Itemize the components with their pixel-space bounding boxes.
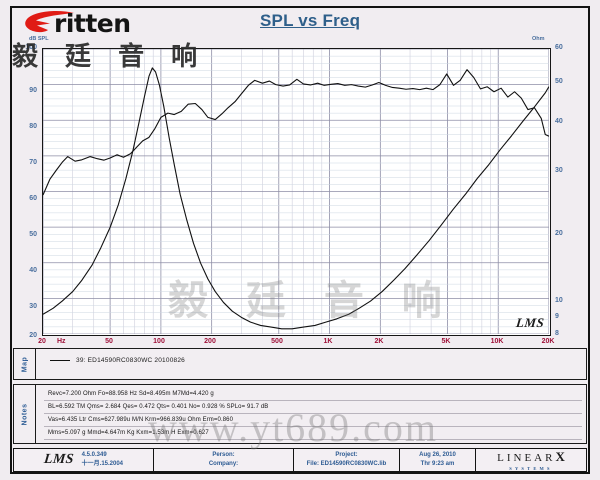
x-tick-20k: 20K xyxy=(541,338,555,345)
legend-line-swatch xyxy=(50,360,70,361)
report-footer: LMS 4.5.0.349 十一月.15.2004 Person: Compan… xyxy=(13,448,587,472)
y-right-unit-label: Ohm xyxy=(532,36,545,42)
map-label-text: Map xyxy=(21,356,28,372)
y2-tick-9: 9 xyxy=(555,313,559,320)
footer-project-cell[interactable]: Project: File: ED14590RC0830WC.lib xyxy=(294,449,400,471)
company-label: Company: xyxy=(208,461,239,467)
plot-canvas: LMS xyxy=(42,48,551,336)
y-tick-80: 80 xyxy=(29,123,37,130)
note-line: BL=6.592 TM Qms= 2.684 Qes= 0.472 Qts= 0… xyxy=(44,401,582,414)
y2-tick-60: 60 xyxy=(555,44,563,51)
y-tick-50: 50 xyxy=(29,231,37,238)
lms-signature: LMS xyxy=(515,315,545,330)
vendor-name: LINEARX xyxy=(497,449,565,465)
page-title: SPL vs Freq xyxy=(260,11,361,30)
chart-area: dB SPL Ohm 100 90 80 70 60 50 40 30 20 6… xyxy=(13,36,587,345)
vendor-sub: SYSTEMS xyxy=(509,466,553,471)
project-label: Project: xyxy=(335,452,358,458)
x-tick-5k: 5K xyxy=(441,338,451,345)
file-label: File: ED14590RC0830WC.lib xyxy=(306,461,387,467)
logo-wordmark: ritten xyxy=(54,9,131,38)
person-label: Person: xyxy=(212,452,235,458)
note-line: Vas=6.435 Ltr Cms=627.989u M/N Krm=966.8… xyxy=(44,414,582,427)
x-tick-200: 200 xyxy=(204,338,216,345)
app-version: 4.5.0.349 xyxy=(81,452,107,458)
vendor-mark-text: X xyxy=(555,449,565,464)
notes-section: Notes Revc=7.200 Ohm Fo=88.958 Hz Sd=8.4… xyxy=(13,384,587,444)
x-tick-10k: 10K xyxy=(490,338,504,345)
map-legend-entry[interactable]: 39: ED14590RC0830WC 20100826 xyxy=(50,357,185,364)
notes-section-label: Notes xyxy=(14,385,36,443)
y2-tick-30: 30 xyxy=(555,167,563,174)
y-tick-40: 40 xyxy=(29,267,37,274)
x-tick-2k: 2K xyxy=(374,338,384,345)
map-section-label: Map xyxy=(14,349,36,379)
app-build-date: 十一月.15.2004 xyxy=(81,461,124,467)
y2-tick-10: 10 xyxy=(555,297,563,304)
report-date: Aug 26, 2010 xyxy=(419,452,456,458)
y-left-unit-label: dB SPL xyxy=(29,36,49,42)
footer-vendor-cell: LINEARX SYSTEMS xyxy=(476,449,586,471)
y2-tick-40: 40 xyxy=(555,118,563,125)
y-tick-60: 60 xyxy=(29,195,37,202)
x-unit-label: Hz xyxy=(57,338,66,345)
legend-entry-text: 39: ED14590RC0830WC 20100826 xyxy=(76,357,185,364)
note-line: Revc=7.200 Ohm Fo=88.958 Hz Sd=8.495m M7… xyxy=(44,388,582,401)
vendor-name-text: LINEAR xyxy=(497,452,556,464)
footer-datetime-cell: Aug 26, 2010 Thr 9:23 am xyxy=(400,449,476,471)
y-tick-100: 100 xyxy=(25,44,37,51)
y2-tick-8: 8 xyxy=(555,330,559,337)
map-section: Map 39: ED14590RC0830WC 20100826 xyxy=(13,348,587,380)
report-header: ritten SPL vs Freq xyxy=(12,8,588,38)
footer-app-cell: LMS 4.5.0.349 十一月.15.2004 xyxy=(14,449,154,471)
notes-label-text: Notes xyxy=(21,403,29,425)
y-tick-20: 20 xyxy=(29,332,37,339)
plot-curves xyxy=(43,67,549,330)
note-line: Mms=5.097 g Mmd=4.647m Kg Kxm=1.53m H Ex… xyxy=(44,427,582,440)
report-time: Thr 9:23 am xyxy=(420,461,455,467)
x-tick-1k: 1K xyxy=(323,338,333,345)
curve-spl xyxy=(43,69,549,196)
eritten-logo: ritten xyxy=(24,9,174,38)
lms-logo: LMS xyxy=(43,452,75,467)
y2-tick-20: 20 xyxy=(555,230,563,237)
notes-body[interactable]: Revc=7.200 Ohm Fo=88.958 Hz Sd=8.495m M7… xyxy=(44,388,582,441)
y-tick-90: 90 xyxy=(29,87,37,94)
red-swoosh-e-icon xyxy=(25,11,74,33)
x-tick-100: 100 xyxy=(153,338,165,345)
y-tick-70: 70 xyxy=(29,159,37,166)
linearx-logo: LINEARX SYSTEMS xyxy=(476,449,586,471)
x-tick-50: 50 xyxy=(105,338,113,345)
y2-tick-50: 50 xyxy=(555,78,563,85)
y-tick-30: 30 xyxy=(29,303,37,310)
x-tick-500: 500 xyxy=(271,338,283,345)
x-tick-20: 20 xyxy=(38,338,46,345)
curve-impedance xyxy=(43,67,549,330)
footer-person-cell[interactable]: Person: Company: xyxy=(154,449,294,471)
plot-grid xyxy=(43,49,549,334)
